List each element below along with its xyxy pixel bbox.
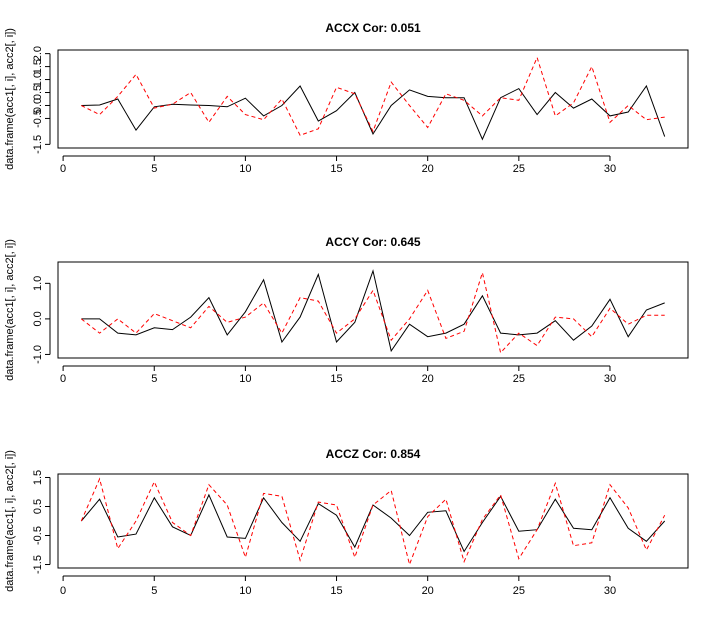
y-tick-label: -0.5 xyxy=(32,526,44,545)
x-tick-label: 15 xyxy=(330,585,342,597)
x-tick-label: 0 xyxy=(60,373,66,385)
x-tick-label: 20 xyxy=(422,163,434,175)
panel-accy: ACCY Cor: 0.645 data.frame(acc1[, i], acc… xyxy=(4,235,689,385)
y-tick-label: 1.5 xyxy=(32,470,44,485)
y-tick-label: 1.0 xyxy=(32,276,44,291)
y-tick-label: 0.5 xyxy=(32,499,44,514)
y-tick-label: 2.0 xyxy=(32,46,44,61)
y-tick-label: -1.5 xyxy=(32,555,44,574)
x-tick-label: 10 xyxy=(239,163,251,175)
y-axis-label: data.frame(acc1[, i], acc2[, i]) xyxy=(4,450,16,592)
x-tick-label: 25 xyxy=(513,373,525,385)
series-line-acc1 xyxy=(80,493,666,553)
x-tick-label: 0 xyxy=(60,585,66,597)
panel-accx: ACCX Cor: 0.051 data.frame(acc1[, i], acc… xyxy=(4,21,689,175)
x-tick-label: 10 xyxy=(239,373,251,385)
plot-box xyxy=(57,49,689,149)
chart-title: ACCX Cor: 0.051 xyxy=(325,21,421,35)
y-tick-label: 0.5 xyxy=(32,85,44,100)
plot-box xyxy=(57,261,689,359)
x-tick-label: 25 xyxy=(513,163,525,175)
x-tick-label: 5 xyxy=(151,373,157,385)
y-axis-label: data.frame(acc1[, i], acc2[, i]) xyxy=(4,239,16,381)
chart-title: ACCY Cor: 0.645 xyxy=(325,235,420,249)
x-tick-label: 20 xyxy=(422,585,434,597)
y-tick-label: 0.0 xyxy=(32,311,44,326)
x-tick-label: 0 xyxy=(60,163,66,175)
x-tick-label: 15 xyxy=(330,373,342,385)
x-tick-label: 30 xyxy=(604,373,616,385)
series-line-acc1 xyxy=(81,269,665,353)
y-axis-label: data.frame(acc1[, i], acc2[, i]) xyxy=(4,28,16,170)
series-line-acc2 xyxy=(80,270,665,354)
y-tick-label: -0.5 xyxy=(32,109,44,128)
y-tick-label: -1.0 xyxy=(32,345,44,364)
x-tick-label: 25 xyxy=(513,585,525,597)
series-line-acc2 xyxy=(81,56,665,136)
y-tick-label: -1.5 xyxy=(32,135,44,154)
x-tick-label: 5 xyxy=(151,585,157,597)
x-tick-label: 20 xyxy=(422,373,434,385)
y-tick-label: 1.0 xyxy=(32,72,44,87)
y-tick-label: 0.0 xyxy=(32,98,44,113)
plot-box xyxy=(57,473,689,569)
series-line-acc1 xyxy=(81,84,666,141)
panel-accz: ACCZ Cor: 0.854 data.frame(acc1[, i], acc… xyxy=(4,447,689,597)
x-tick-label: 30 xyxy=(604,163,616,175)
x-tick-label: 15 xyxy=(330,163,342,175)
chart-title: ACCZ Cor: 0.854 xyxy=(326,447,421,461)
x-tick-label: 5 xyxy=(151,163,157,175)
x-tick-label: 10 xyxy=(239,585,251,597)
y-tick-label: 1.5 xyxy=(32,59,44,74)
x-tick-label: 30 xyxy=(604,585,616,597)
series-line-acc2 xyxy=(80,477,666,567)
